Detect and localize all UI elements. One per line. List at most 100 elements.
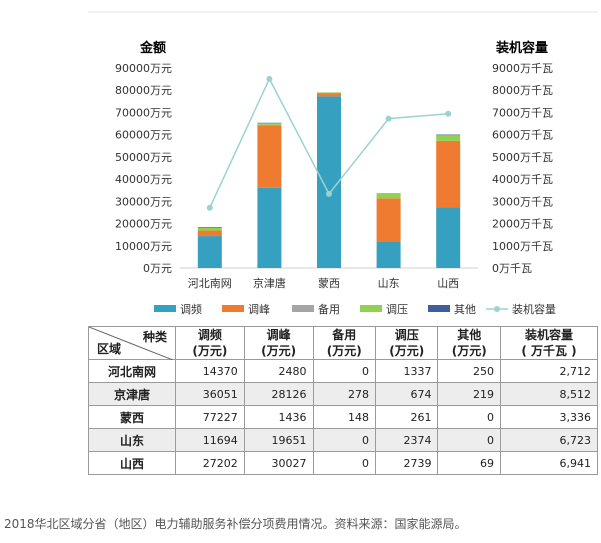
col-header-line2: ( 万千瓦 ) [521,344,577,358]
bar-segment [376,242,401,268]
bar-segment [376,193,401,199]
left-tick-label: 30000万元 [115,195,172,208]
value-cell: 14370 [175,359,245,383]
stacked-bar-chart: 金额 装机容量 90000万元 80000万元 70000万元 60000万元 5000… [88,11,598,316]
value-cell: 69 [437,451,501,475]
col-header-tiaopin: 调频 (万元) [175,326,245,360]
value-cell: 0 [312,451,376,475]
capacity-point [445,110,452,117]
left-axis-title: 金额 [139,40,166,56]
region-cell: 河北南网 [88,359,176,383]
col-header-beiyong: 备用 (万元) [312,326,376,360]
category-label: 蒙西 [318,277,340,290]
value-cell: 250 [437,359,501,383]
legend-swatch [222,305,244,312]
bar-segment [436,134,461,136]
data-table: 种类 区域 调频 (万元) 调峰 (万元) 备用 (万元) 调压 (万元) 其他 (万元)… [88,326,598,475]
figure-caption: 2018华北区域分省（地区）电力辅助服务补偿分项费用情况。资料来源：国家能源局。 [4,517,467,531]
category-label: 山西 [437,277,459,290]
value-cell: 28126 [243,382,314,406]
value-cell: 3,336 [500,405,598,429]
corner-top-label: 种类 [142,330,167,344]
capacity-point [206,204,213,211]
col-header-line1: 调峰 [266,328,291,342]
bar-segment [436,140,461,208]
bar-segment [197,236,222,268]
col-header-line2: (万元) [261,344,297,358]
col-header-line1: 其他 [457,328,482,342]
value-cell: 11694 [175,428,245,452]
bar-segment [317,92,341,93]
bar-segment [257,187,282,268]
col-header-line1: 调压 [394,328,419,342]
col-header-line2: (万元) [389,344,425,358]
table-row: 蒙西 77227 1436 148 261 0 3,336 [88,405,598,429]
capacity-point [385,115,392,122]
capacity-point [266,75,273,82]
bar-segment [257,124,282,126]
value-cell: 19651 [243,428,314,452]
col-header-line2: (万元) [326,344,362,358]
table-row: 山东 11694 19651 0 2374 0 6,723 [88,428,598,452]
region-cell: 山西 [88,451,176,475]
right-tick-label: 3000万千瓦 [492,195,553,208]
category-label: 河北南网 [188,277,232,290]
legend-swatch [154,305,176,312]
value-cell: 278 [312,382,376,406]
value-cell: 0 [437,428,501,452]
table-header-row: 种类 区域 调频 (万元) 调峰 (万元) 备用 (万元) 调压 (万元) 其他 (万元)… [88,326,598,360]
region-cell: 京津唐 [88,382,176,406]
capacity-point [326,190,332,197]
bar-segment [257,123,282,125]
category-label: 山东 [378,277,400,290]
right-axis-title: 装机容量 [495,40,548,56]
value-cell: 2374 [374,428,439,452]
value-cell: 219 [437,382,501,406]
corner-diagonal [89,327,173,360]
value-cell: 77227 [175,405,245,429]
bar-segment [436,207,461,268]
legend-label: 调频 [180,302,202,316]
region-cell: 山东 [88,428,176,452]
col-header-line1: 备用 [332,328,357,342]
value-cell: 36051 [175,382,245,406]
col-header-tiaoya: 调压 (万元) [374,326,439,360]
value-cell: 8,512 [500,382,598,406]
legend-swatch [428,305,450,312]
right-tick-label: 4000万千瓦 [492,173,553,186]
category-label: 京津唐 [253,276,286,290]
table-corner-header: 种类 区域 [88,326,176,360]
bar-segment [257,125,282,188]
value-cell: 2739 [374,451,439,475]
right-tick-label: 2000万千瓦 [492,218,553,231]
value-cell: 6,941 [500,451,598,475]
region-cell: 蒙西 [88,405,176,429]
right-tick-label: 5000万千瓦 [492,151,553,164]
table-row: 山西 27202 30027 0 2739 69 6,941 [88,451,598,475]
col-header-line2: (万元) [192,344,228,358]
right-tick-label: 9000万千瓦 [492,62,553,75]
left-tick-label: 50000万元 [115,151,172,164]
bar-segment [317,93,341,97]
bar-segment [436,134,461,141]
legend-label: 调压 [386,303,408,316]
left-tick-label: 80000万元 [115,84,172,97]
value-cell: 6,723 [500,428,598,452]
legend-label: 其他 [454,303,476,316]
value-cell: 0 [312,428,376,452]
bar-segment [197,227,222,228]
col-header-capacity: 装机容量 ( 万千瓦 ) [500,326,598,360]
bar-segment [317,96,341,268]
bar-segment [376,198,401,243]
right-tick-label: 6000万千瓦 [492,129,553,142]
value-cell: 2,712 [500,359,598,383]
value-cell: 0 [312,359,376,383]
col-header-qita: 其他 (万元) [437,326,501,360]
chart-area: 金额 装机容量 90000万元 80000万元 70000万元 60000万元 5000… [88,11,598,316]
legend-label: 装机容量 [512,302,556,316]
col-header-line1: 装机容量 [524,328,573,342]
left-tick-label: 90000万元 [115,62,172,75]
right-tick-label: 1000万千瓦 [492,240,553,253]
value-cell: 2480 [243,359,314,383]
right-tick-label: 8000万千瓦 [492,84,553,97]
